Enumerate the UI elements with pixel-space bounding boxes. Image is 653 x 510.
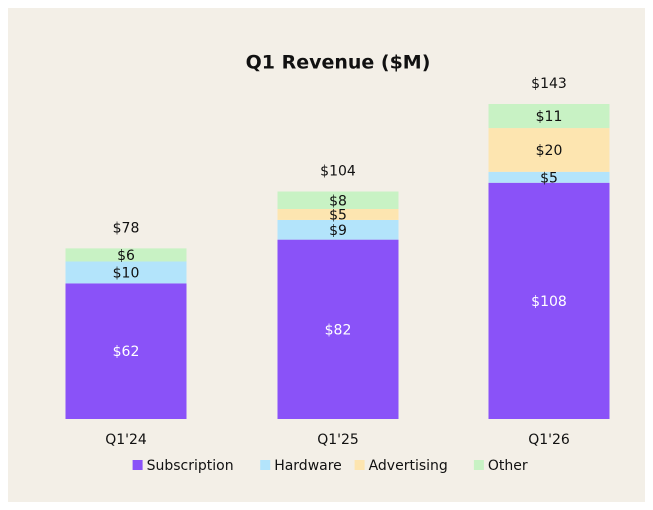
bar-segment: [277, 239, 399, 419]
legend-swatch: [132, 460, 143, 470]
bar-segment: [65, 248, 187, 262]
total-label: $143: [531, 76, 567, 92]
bar-segment: [65, 261, 187, 284]
bar-segment: [277, 209, 399, 220]
data-label: $82: [325, 322, 352, 338]
data-label: $8: [329, 193, 347, 209]
data-label: $11: [536, 109, 563, 125]
legend-swatch: [354, 460, 365, 470]
bar-segment: [277, 219, 399, 240]
legend-label: Other: [488, 458, 528, 474]
legend-label: Hardware: [274, 458, 342, 474]
data-label: $108: [531, 294, 567, 310]
data-label: $62: [113, 344, 140, 360]
bar-segment: [65, 283, 187, 419]
bar-segment: [277, 191, 399, 209]
bar-segment: [488, 182, 610, 419]
data-label: $6: [117, 248, 135, 264]
bar-segment: [488, 104, 610, 129]
x-tick-label: Q1'24: [105, 432, 147, 448]
total-label: $104: [320, 164, 356, 180]
data-label: $5: [329, 207, 347, 223]
bar-segment: [488, 128, 610, 172]
x-tick-label: Q1'25: [317, 432, 359, 448]
data-label: $20: [536, 143, 563, 159]
data-label: $5: [540, 170, 558, 186]
legend-label: Subscription: [147, 458, 234, 474]
legend-swatch: [473, 460, 484, 470]
data-label: $9: [329, 223, 347, 239]
data-label: $10: [113, 265, 140, 281]
chart-title: Q1 Revenue ($M): [246, 52, 431, 74]
x-tick-label: Q1'26: [528, 432, 570, 448]
legend-swatch: [260, 460, 271, 470]
bar-segment: [488, 171, 610, 183]
total-label: $78: [113, 220, 140, 236]
legend-label: Advertising: [369, 458, 448, 474]
